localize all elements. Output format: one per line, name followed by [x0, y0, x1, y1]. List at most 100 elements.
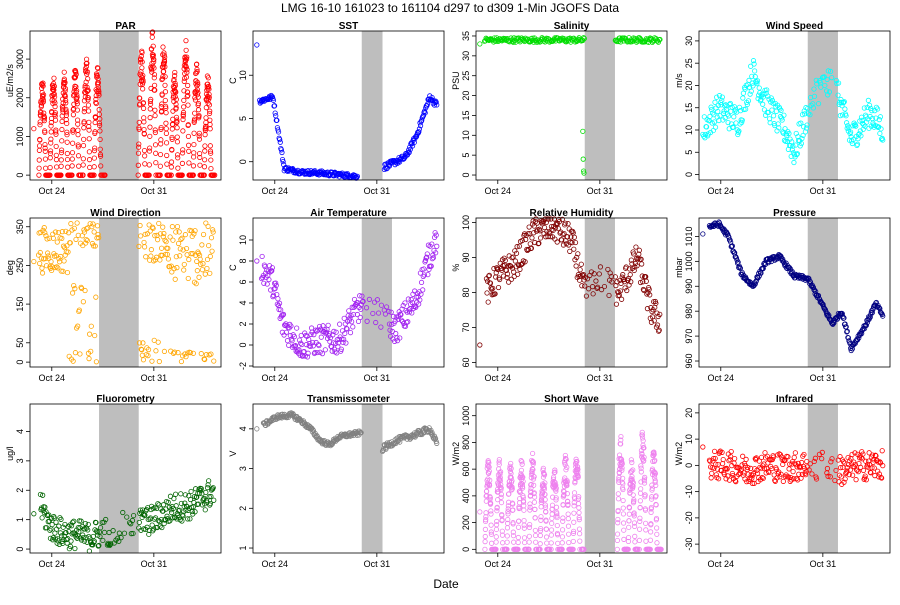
data-point — [781, 112, 787, 118]
data-point — [877, 130, 883, 137]
y-tick-label: 0 — [461, 173, 471, 178]
data-point — [152, 107, 158, 113]
data-point — [157, 151, 164, 158]
data-point — [199, 242, 205, 248]
data-point — [346, 308, 352, 314]
data-point — [150, 225, 156, 231]
data-point — [75, 142, 81, 148]
y-tick-label: 20 — [461, 91, 471, 101]
data-point — [756, 92, 762, 98]
data-point — [853, 123, 859, 129]
data-point — [428, 263, 434, 269]
y-tick-label: 15 — [684, 103, 694, 113]
data-point — [397, 311, 403, 317]
data-point — [571, 519, 577, 525]
data-point — [528, 481, 534, 488]
data-point — [537, 541, 543, 547]
data-point — [286, 342, 292, 348]
data-point — [562, 452, 568, 459]
data-point — [811, 287, 818, 293]
data-point — [86, 331, 93, 337]
x-tick-label: Oct 31 — [810, 559, 837, 569]
data-point — [509, 486, 515, 492]
data-gap-band — [807, 31, 838, 180]
data-point — [41, 114, 48, 121]
data-point — [876, 117, 882, 123]
data-point — [63, 110, 70, 116]
data-point — [116, 538, 122, 544]
data-point — [638, 256, 644, 262]
data-point — [69, 150, 76, 156]
data-point — [710, 455, 717, 462]
data-point — [537, 532, 543, 539]
y-tick-label: 3 — [238, 466, 248, 471]
panel-title: Pressure — [773, 208, 816, 219]
data-point — [862, 473, 868, 479]
data-point — [877, 114, 884, 120]
data-point — [540, 485, 546, 491]
y-tick-label: 0 — [238, 159, 248, 164]
data-point — [515, 539, 521, 546]
data-gap-band — [584, 218, 615, 367]
data-point — [75, 232, 81, 238]
data-point — [529, 450, 536, 457]
data-point — [366, 296, 373, 302]
data-point — [644, 291, 650, 297]
data-point — [488, 522, 494, 528]
data-point — [768, 95, 774, 101]
data-point — [505, 503, 511, 509]
data-point — [185, 122, 191, 128]
x-tick-label: Oct 31 — [141, 559, 168, 569]
data-point — [575, 474, 581, 480]
data-point — [596, 271, 602, 277]
data-points — [477, 216, 663, 348]
data-point — [81, 227, 87, 233]
data-point — [494, 518, 500, 524]
data-point — [181, 267, 187, 273]
data-point — [652, 457, 658, 463]
data-point — [496, 457, 502, 463]
data-point — [95, 76, 101, 82]
data-point — [209, 248, 215, 254]
data-point — [553, 488, 559, 494]
data-point — [517, 489, 523, 496]
data-point — [198, 486, 204, 492]
data-point — [576, 505, 582, 511]
data-point — [725, 473, 731, 479]
data-point — [283, 329, 289, 335]
data-point — [433, 232, 439, 238]
data-point — [52, 229, 59, 235]
data-point — [863, 477, 869, 483]
data-point — [504, 546, 510, 552]
data-point — [614, 531, 621, 537]
data-point — [620, 272, 626, 278]
data-point — [506, 279, 512, 285]
data-point — [811, 458, 817, 465]
data-point — [825, 68, 831, 74]
data-point — [849, 138, 855, 144]
data-point — [183, 64, 189, 70]
data-point — [653, 493, 659, 499]
data-point — [191, 141, 197, 148]
data-point — [273, 280, 279, 286]
data-point — [115, 535, 121, 541]
data-point — [173, 101, 179, 107]
data-point — [577, 538, 583, 544]
panel-title: Wind Direction — [90, 208, 160, 219]
data-point — [96, 235, 102, 241]
data-point — [712, 124, 719, 130]
data-point — [60, 268, 66, 274]
data-point — [819, 456, 825, 462]
data-point — [254, 42, 260, 48]
data-point — [571, 503, 577, 509]
data-point — [206, 84, 212, 90]
data-point — [64, 269, 71, 276]
data-point — [512, 258, 518, 264]
data-point — [152, 142, 159, 148]
data-point — [172, 276, 178, 282]
data-point — [856, 455, 863, 461]
data-point — [839, 311, 845, 317]
data-point — [160, 44, 166, 50]
